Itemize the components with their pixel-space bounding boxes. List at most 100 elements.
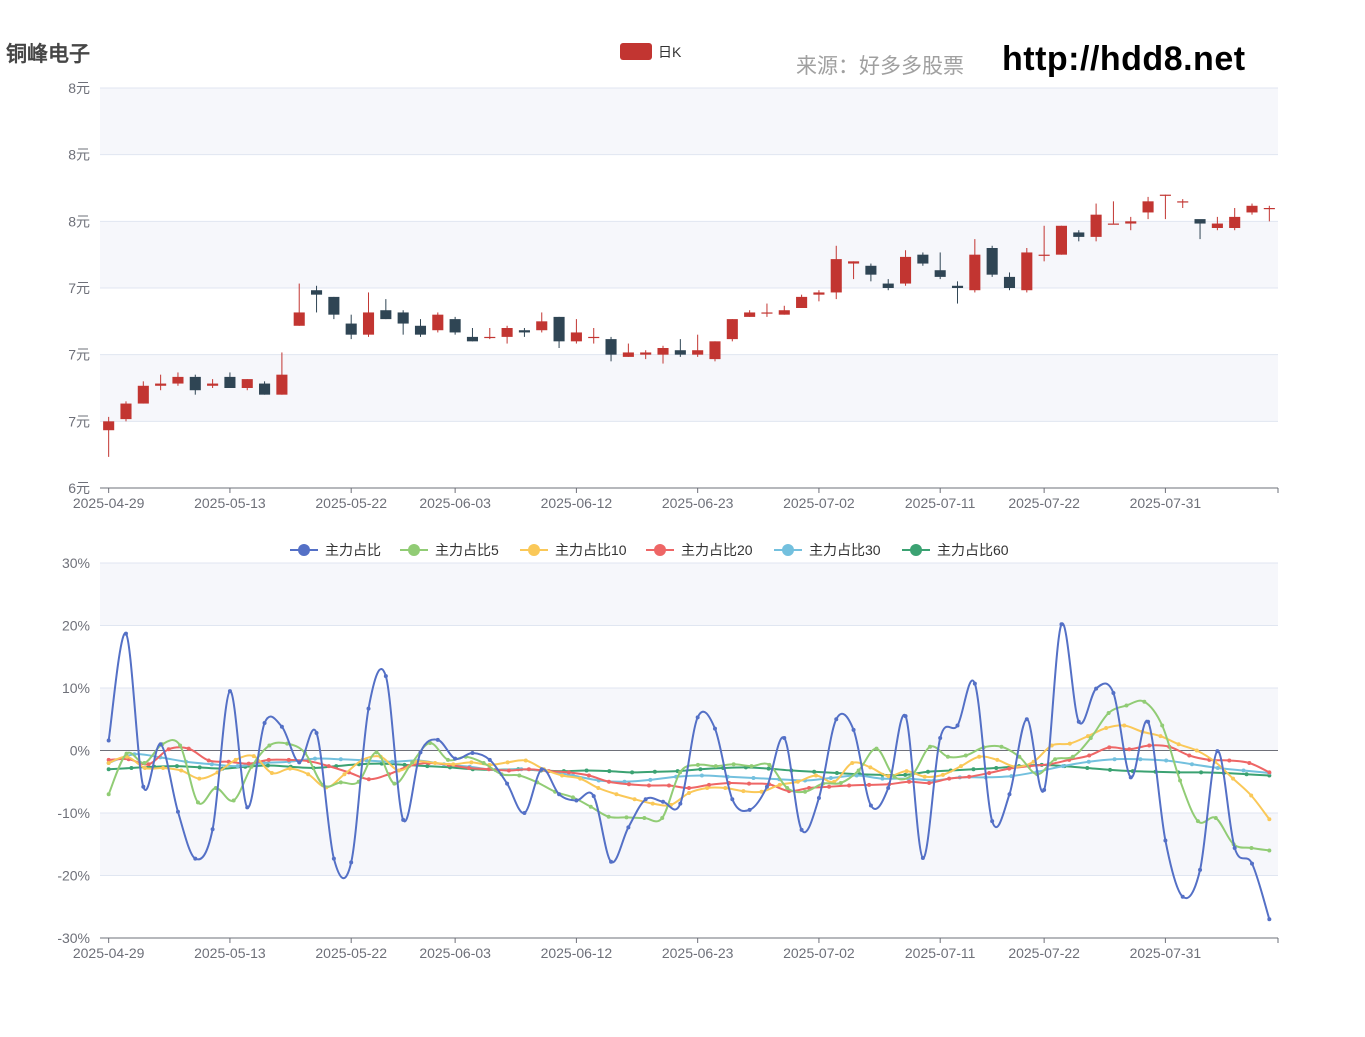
series-point: [606, 814, 611, 819]
series-point: [146, 762, 151, 767]
series-point: [747, 781, 752, 786]
series-point: [326, 764, 331, 769]
candle-body: [813, 292, 825, 295]
kline-x-tick-label: 2025-07-11: [905, 495, 976, 511]
series-point: [418, 750, 423, 755]
series-point: [1187, 753, 1192, 758]
series-point: [390, 759, 395, 764]
series-point: [383, 674, 388, 679]
series-point: [1067, 741, 1072, 746]
series-point: [1146, 719, 1151, 724]
series-point: [1250, 861, 1255, 866]
series-point: [142, 766, 147, 770]
candle-body: [449, 319, 461, 333]
kline-y-tick-label: 6元: [68, 480, 90, 496]
series-point: [698, 767, 703, 772]
series-point: [868, 803, 873, 808]
ratio-y-tick-label: 20%: [62, 618, 90, 634]
ratio-x-tick-label: 2025-06-23: [662, 945, 734, 961]
series-point: [1267, 848, 1272, 853]
series-point: [967, 774, 972, 779]
series-point: [903, 714, 908, 719]
series-point: [246, 761, 251, 766]
candle-body: [311, 290, 323, 295]
ratio-y-tick-label: -30%: [57, 930, 90, 946]
series-point: [392, 781, 397, 786]
series-point: [249, 764, 254, 769]
ratio-band: [100, 813, 1278, 876]
ratio-x-tick-label: 2025-05-13: [194, 945, 266, 961]
series-point: [197, 765, 202, 770]
candle-body: [969, 254, 981, 291]
series-point: [747, 807, 752, 812]
series-point: [1085, 766, 1090, 770]
series-point: [927, 781, 932, 785]
series-point: [1249, 793, 1254, 798]
series-point: [523, 758, 528, 763]
candle-body: [103, 421, 115, 431]
series-point: [596, 786, 601, 790]
candle-body: [865, 265, 877, 275]
series-point: [584, 768, 589, 773]
legend-label: 主力占比30: [809, 542, 881, 558]
series-point: [972, 681, 977, 686]
series-point: [892, 774, 897, 779]
series-point: [401, 817, 406, 822]
series-point: [990, 819, 995, 824]
series-point: [124, 751, 129, 756]
series-point: [469, 760, 474, 765]
series-point: [850, 761, 855, 765]
series-point: [907, 779, 912, 784]
series-point: [251, 754, 256, 759]
series-point: [486, 767, 491, 772]
series-point: [1086, 759, 1091, 764]
source-label: 来源：好多多股票: [796, 55, 964, 78]
series-point: [624, 815, 629, 820]
kline-x-tick-label: 2025-07-31: [1130, 495, 1202, 511]
series-point: [1076, 719, 1081, 724]
candle-body: [761, 312, 773, 314]
series-point: [166, 747, 171, 752]
series-point: [661, 799, 666, 804]
series-point: [560, 773, 565, 778]
series-point: [838, 781, 843, 785]
candle-body: [155, 383, 167, 386]
candle-body: [674, 350, 686, 355]
series-point: [652, 769, 657, 774]
series-point: [959, 764, 964, 769]
series-point: [451, 762, 456, 767]
series-point: [626, 782, 631, 787]
series-point: [195, 800, 200, 805]
series-point: [1267, 917, 1272, 922]
legend-dot-swatch: [910, 544, 922, 556]
series-point: [106, 757, 111, 762]
candle-body: [709, 341, 721, 360]
series-point: [723, 786, 728, 790]
candle-body: [778, 310, 790, 315]
legend-label: 主力占比10: [555, 542, 627, 558]
series-point: [1088, 736, 1093, 740]
kline-x-tick-label: 2025-06-12: [541, 495, 613, 511]
series-point: [106, 738, 111, 743]
series-point: [614, 792, 619, 797]
series-point: [269, 771, 274, 775]
series-point: [1111, 691, 1116, 695]
series-point: [1147, 743, 1152, 748]
series-point: [1108, 767, 1113, 772]
series-point: [940, 772, 945, 777]
series-point: [466, 766, 471, 770]
series-point: [174, 764, 179, 769]
series-point: [428, 741, 433, 745]
ratio-x-tick-label: 2025-07-31: [1130, 945, 1202, 961]
series-point: [557, 792, 562, 797]
series-point: [175, 809, 180, 814]
series-point: [1094, 686, 1099, 691]
series-point: [158, 742, 163, 747]
series-point: [1009, 774, 1014, 779]
series-point: [1017, 754, 1022, 759]
series-point: [1127, 747, 1132, 752]
series-point: [874, 746, 879, 751]
series-point: [1195, 819, 1200, 824]
ratio-y-tick-label: -20%: [57, 868, 90, 884]
